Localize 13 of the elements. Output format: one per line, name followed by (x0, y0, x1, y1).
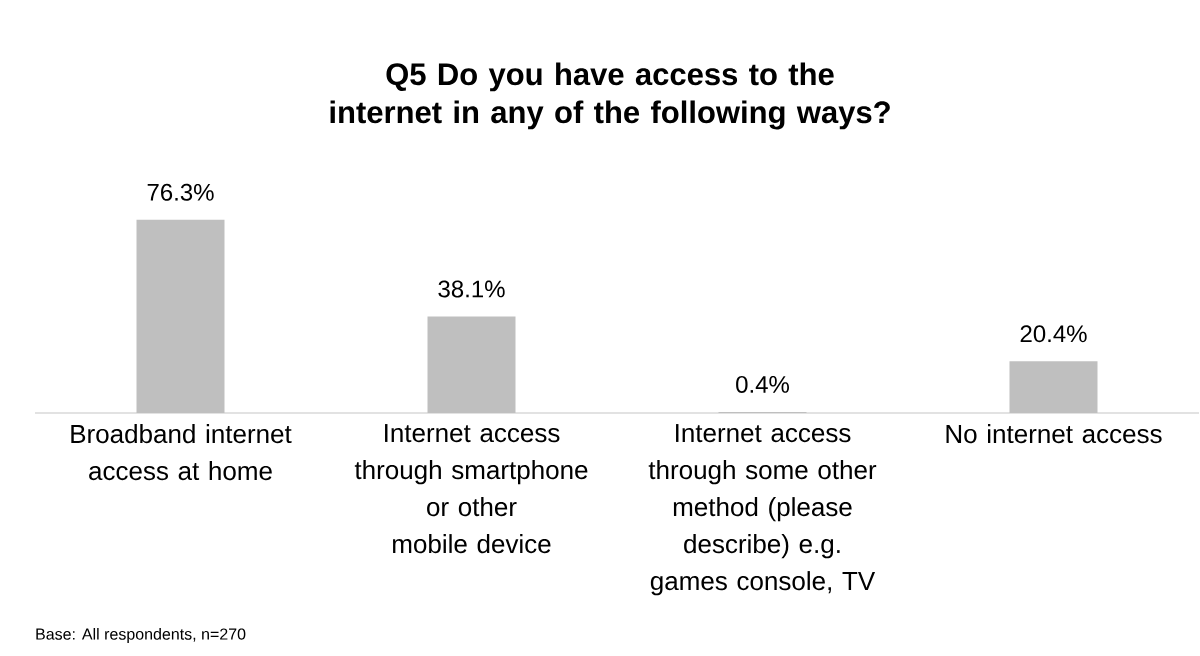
chart-title: Q5 Do you have access to the internet in any of the following ways? (330, 62, 890, 130)
x-tick-label: Internet access through smartphone or other mobile device (354, 424, 588, 554)
data-label: 20.4% (1020, 325, 1087, 343)
bar (427, 316, 516, 413)
bar (136, 219, 225, 413)
x-tick-label: Broadband internet access at home (71, 424, 292, 481)
x-tick-label: Internet access through some other method (please describe) e.g. games console, TV (648, 424, 877, 596)
data-label: 76.3% (147, 183, 214, 201)
bar (1009, 361, 1098, 413)
data-label: 38.1% (438, 280, 505, 298)
x-tick-label: No internet access (946, 424, 1162, 444)
text: Base: All respondents, n=270 (36, 627, 246, 643)
data-label: 0.4% (736, 375, 789, 393)
